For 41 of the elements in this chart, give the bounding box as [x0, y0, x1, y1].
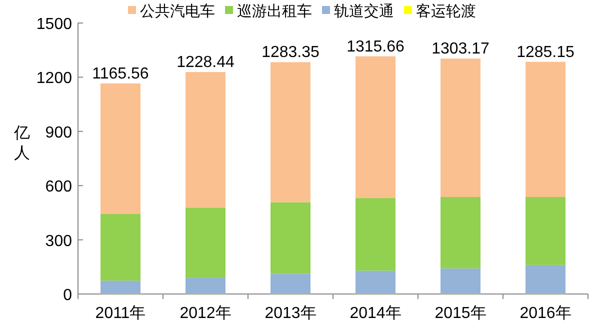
- bar: [356, 56, 396, 198]
- y-axis-title: 亿人: [13, 125, 30, 162]
- legend-label: 公共汽电车: [140, 3, 215, 20]
- bar: [270, 202, 310, 274]
- legend-label: 轨道交通: [334, 3, 394, 20]
- y-tick-label: 300: [45, 232, 72, 250]
- bar: [440, 196, 480, 268]
- x-tick-label: 2015年: [434, 305, 486, 322]
- y-tick-label: 900: [45, 124, 72, 142]
- x-tick-label: 2016年: [520, 305, 572, 322]
- bar: [186, 278, 226, 294]
- total-label: 1315.66: [346, 38, 405, 56]
- y-tick-label: 1500: [36, 16, 72, 33]
- bar: [100, 83, 140, 214]
- bar: [356, 270, 396, 294]
- total-label: 1285.15: [516, 44, 575, 61]
- total-label: 1303.17: [432, 40, 490, 58]
- legend-label: 客运轮渡: [416, 3, 476, 20]
- bar: [526, 196, 566, 265]
- bar: [100, 280, 140, 294]
- x-tick-label: 2012年: [180, 305, 232, 322]
- bar: [186, 208, 226, 278]
- bar: [186, 72, 226, 208]
- total-label: 1165.56: [92, 65, 149, 82]
- x-tick-label: 2013年: [264, 305, 316, 322]
- bar: [440, 58, 480, 197]
- x-tick-label: 2014年: [350, 305, 402, 322]
- bar: [270, 62, 310, 202]
- bar: [356, 198, 396, 271]
- bar: [100, 214, 140, 281]
- bar: [440, 268, 480, 294]
- total-label: 1283.35: [262, 44, 320, 62]
- y-tick-label: 1200: [36, 70, 72, 88]
- legend-label: 巡游出租车: [237, 3, 312, 20]
- y-tick-label: 600: [45, 178, 72, 196]
- bar: [270, 274, 310, 294]
- bar: [526, 264, 566, 294]
- y-tick-label: 0: [63, 287, 72, 304]
- x-tick-label: 2011年: [95, 305, 146, 322]
- bar: [526, 62, 566, 197]
- total-label: 1228.44: [176, 54, 235, 72]
